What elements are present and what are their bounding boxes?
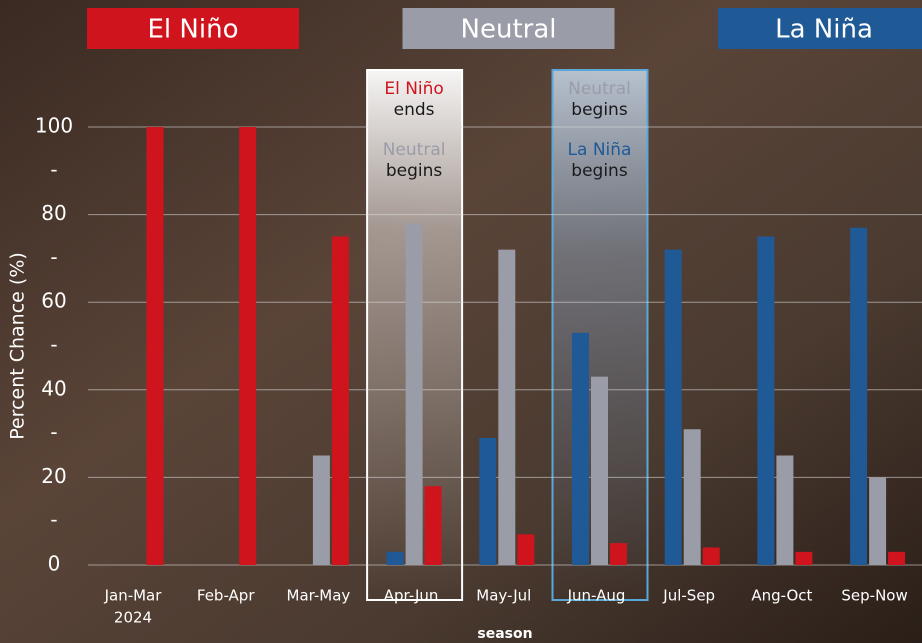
legend-swatch [402,8,615,49]
bar [888,551,906,565]
x-tick-label: Feb-Apr [197,587,255,605]
highlight-label: La Niña [568,140,632,160]
x-tick-label: Mar-May [287,587,351,605]
highlight-label: Neutral [568,79,631,99]
highlight-label: begins [386,161,443,181]
y-tick-label: - [50,245,57,269]
bar [610,543,627,565]
y-tick-label: 0 [48,552,61,576]
highlight-label: El Niño [384,79,443,99]
x-tick-label: Ang-Oct [751,587,812,605]
highlight-label: ends [394,100,435,120]
legend-swatch [87,8,299,49]
bar [683,429,701,565]
bar [757,236,775,565]
bar [591,376,608,565]
bar [386,551,404,565]
legend-label: Neutral [461,15,557,45]
x-tick-label: May-Jul [476,587,531,605]
bar [869,477,887,565]
x-axis-label: season [477,626,532,642]
y-tick-label: 80 [41,201,66,225]
y-tick-label: 20 [41,464,66,488]
bar [146,127,164,565]
bar [795,551,813,565]
highlight-label: begins [571,100,628,120]
x-tick-label: Sep-Now [841,587,907,605]
y-tick-label: 40 [41,376,66,400]
y-tick-label: 100 [35,114,73,138]
x-tick-label: Apr-Jun [384,587,439,605]
bar [517,534,535,565]
x-tick-label: Jul-Sep [662,587,715,605]
bar [239,127,257,565]
bar [405,223,423,566]
legend-label: La Niña [775,15,873,45]
y-tick-label: - [50,157,57,181]
bar [702,547,720,565]
y-tick-label: - [50,420,57,444]
bar [850,227,868,566]
bar [424,486,442,565]
x-tick-label: Jun-Aug [567,587,626,605]
bar [331,236,349,565]
bar [498,249,516,565]
legend-label: El Niño [148,15,239,45]
x-tick-sublabel: 2024 [114,609,152,627]
x-tick-label: Jan-Mar [104,587,163,605]
y-tick-label: - [50,333,57,357]
highlight-label: begins [571,161,628,181]
bar [479,437,497,565]
highlight-label: Neutral [383,140,446,160]
y-tick-label: 60 [41,289,66,313]
bar [664,249,682,565]
y-tick-label: - [50,508,57,532]
legend-swatch [718,8,922,49]
bar [776,455,794,565]
bar [572,332,589,565]
bar [312,455,330,565]
y-axis-label: Percent Chance (%) [7,252,29,440]
